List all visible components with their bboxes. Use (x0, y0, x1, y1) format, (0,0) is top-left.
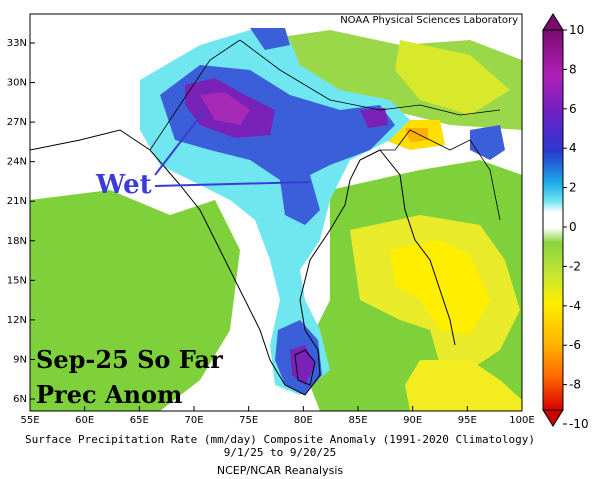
caption-source: NCEP/NCAR Reanalysis (216, 464, 344, 477)
x-tick-label: 100E (509, 415, 534, 426)
y-tick-label: 33N (7, 38, 27, 49)
blue-zone-east (470, 125, 505, 160)
border-lines (149, 39, 501, 221)
yellow-zone-north (395, 40, 510, 115)
purple-zone-east (360, 108, 388, 128)
overlay-title-line1: Sep-25 So Far (36, 345, 223, 374)
colorbar-label: -10 (569, 417, 589, 431)
y-tick-label: 24N (7, 157, 27, 168)
green-zone-west (30, 190, 240, 411)
plot-frame (29, 13, 523, 412)
colorbar-label: 0 (569, 220, 577, 234)
y-tick-label: 21N (7, 196, 27, 207)
coastline-srilanka (294, 349, 316, 386)
colorbar-label: 6 (569, 102, 577, 116)
colorbar: 10 8 6 4 2 0 -2 -4 -6 -8 -10 (542, 13, 589, 431)
purple-core (200, 92, 250, 125)
annotation-pointer-north (154, 109, 206, 176)
annotation-pointer-east (154, 181, 311, 187)
x-tick-label: 70E (184, 415, 203, 426)
wet-annotation: Wet (96, 170, 152, 200)
coastline-myanmar (379, 149, 456, 346)
yellow-zone-east-core (390, 240, 490, 335)
x-tick-label: 75E (239, 415, 258, 426)
orange-spot (405, 128, 428, 142)
colorbar-label: 4 (569, 141, 577, 155)
x-axis-ticks: 55E 60E 65E 70E 75E 80E 85E 90E 95E 100E (20, 406, 535, 426)
map-field (30, 14, 522, 411)
colorbar-bottom-triangle (542, 409, 564, 427)
colorbar-label: 8 (569, 62, 577, 76)
colorbar-label: -8 (569, 378, 581, 392)
colorbar-top-triangle (542, 13, 564, 31)
x-tick-label: 80E (294, 415, 313, 426)
y-tick-label: 27N (7, 117, 27, 128)
y-tick-label: 18N (7, 236, 27, 247)
yellow-zone-southeast (405, 360, 522, 411)
blue-zone-top (250, 28, 290, 50)
x-tick-label: 60E (75, 415, 94, 426)
y-tick-label: 30N (7, 78, 27, 89)
caption-title: Surface Precipitation Rate (mm/day) Comp… (25, 433, 535, 446)
y-tick-label: 12N (7, 315, 27, 326)
coastline-india (30, 129, 381, 396)
y-tick-label: 9N (13, 354, 27, 365)
colorbar-label: 10 (569, 23, 584, 37)
colorbar-label: 2 (569, 181, 577, 195)
y-tick-label: 15N (7, 275, 27, 286)
colorbar-labels: 10 8 6 4 2 0 -2 -4 -6 -8 -10 (563, 23, 589, 431)
colorbar-label: -2 (569, 259, 581, 273)
x-tick-label: 95E (458, 415, 477, 426)
colorbar-label: -4 (569, 299, 581, 313)
overlay-title-line2: Prec Anom (36, 380, 183, 409)
credit-label: NOAA Physical Sciences Laboratory (340, 15, 518, 26)
y-tick-label: 6N (13, 394, 27, 405)
x-tick-label: 55E (20, 415, 39, 426)
x-tick-label: 85E (348, 415, 367, 426)
colorbar-body (542, 29, 564, 411)
x-tick-label: 65E (130, 415, 149, 426)
colorbar-label: -6 (569, 338, 581, 352)
y-axis-ticks: 33N 30N 27N 24N 21N 18N 15N 12N 9N 6N (7, 38, 35, 405)
x-tick-label: 90E (403, 415, 422, 426)
caption-dates: 9/1/25 to 9/20/25 (223, 446, 337, 459)
